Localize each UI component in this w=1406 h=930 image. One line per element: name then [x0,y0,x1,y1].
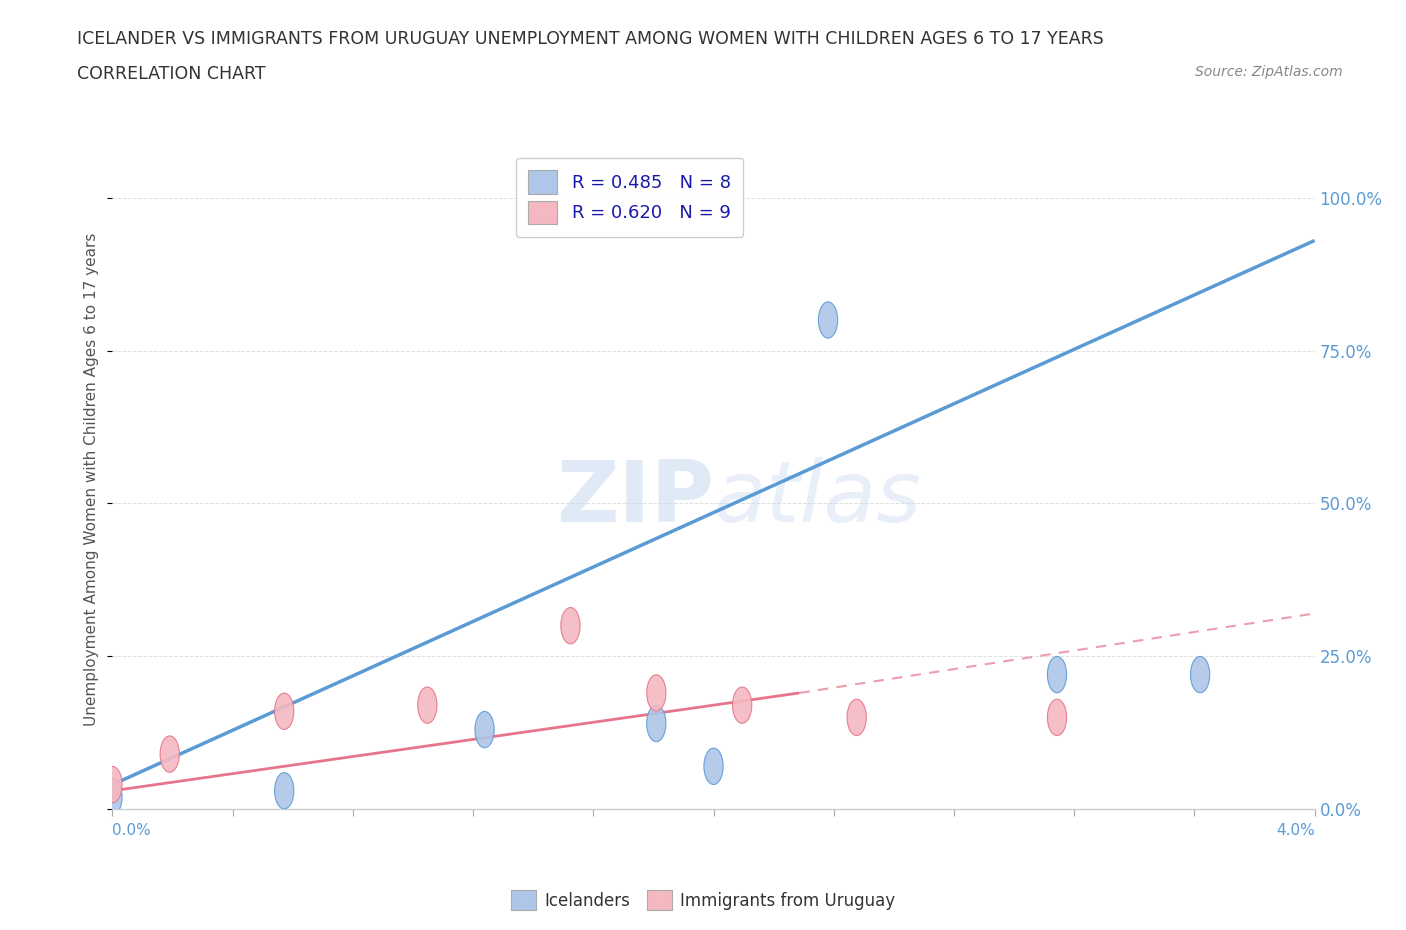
Ellipse shape [1191,657,1209,693]
Ellipse shape [103,778,122,815]
Ellipse shape [274,693,294,729]
Text: ZIP: ZIP [555,458,713,540]
Text: ICELANDER VS IMMIGRANTS FROM URUGUAY UNEMPLOYMENT AMONG WOMEN WITH CHILDREN AGES: ICELANDER VS IMMIGRANTS FROM URUGUAY UNE… [77,30,1104,47]
Text: Source: ZipAtlas.com: Source: ZipAtlas.com [1195,65,1343,79]
Ellipse shape [1047,657,1067,693]
Ellipse shape [818,302,838,339]
Ellipse shape [418,687,437,724]
Ellipse shape [733,687,752,724]
Ellipse shape [160,736,180,772]
Text: CORRELATION CHART: CORRELATION CHART [77,65,266,83]
Ellipse shape [704,748,723,785]
Ellipse shape [274,773,294,809]
Ellipse shape [647,675,666,711]
Ellipse shape [561,607,581,644]
Text: 4.0%: 4.0% [1275,823,1315,838]
Text: 0.0%: 0.0% [112,823,152,838]
Text: atlas: atlas [713,458,921,540]
Ellipse shape [1047,699,1067,736]
Ellipse shape [846,699,866,736]
Legend: R = 0.485   N = 8, R = 0.620   N = 9: R = 0.485 N = 8, R = 0.620 N = 9 [516,158,744,237]
Ellipse shape [647,705,666,741]
Y-axis label: Unemployment Among Women with Children Ages 6 to 17 years: Unemployment Among Women with Children A… [84,232,100,725]
Ellipse shape [475,711,494,748]
Ellipse shape [103,766,122,803]
Legend: Icelanders, Immigrants from Uruguay: Icelanders, Immigrants from Uruguay [505,884,901,917]
